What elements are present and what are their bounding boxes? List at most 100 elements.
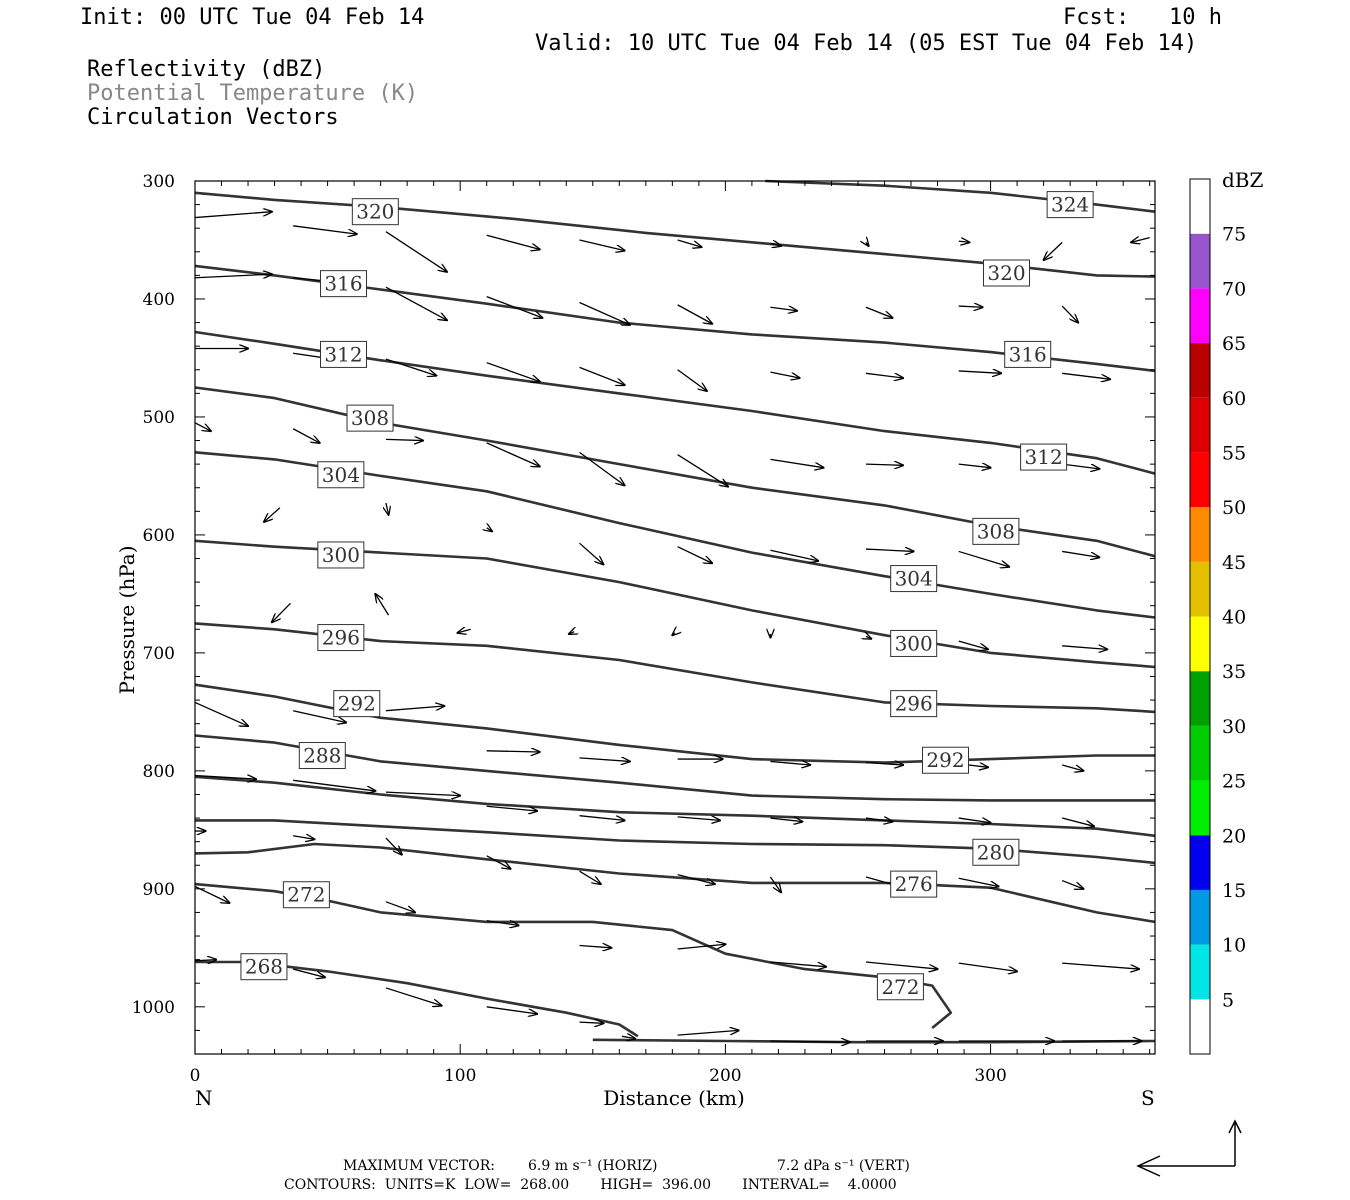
- colorbar-segment: [1190, 889, 1210, 945]
- contour-label: 312: [1025, 445, 1063, 469]
- circulation-vector: [385, 439, 423, 440]
- colorbar-segment: [1190, 397, 1210, 453]
- contour-label-box: [346, 404, 394, 432]
- init-time-label: Init: 00 UTC Tue 04 Feb 14: [80, 5, 425, 30]
- contour-label: 316: [1009, 342, 1047, 366]
- circulation-vector: [621, 1036, 635, 1038]
- circulation-vector: [958, 640, 988, 649]
- contour-label: 288: [303, 744, 341, 768]
- contour-label: 324: [1051, 193, 1089, 217]
- contour-layer: [194, 179, 1156, 1044]
- circulation-vector: [385, 792, 460, 796]
- circulation-vector: [866, 636, 871, 638]
- x-tick-label: 0: [190, 1066, 201, 1086]
- circulation-vector: [292, 710, 346, 723]
- vector-layer: [194, 212, 1150, 1043]
- colorbar-segment: [1190, 561, 1210, 617]
- y-tick-label: 400: [143, 290, 175, 310]
- circulation-vector: [865, 306, 893, 318]
- circulation-vector: [486, 296, 543, 318]
- circulation-vector: [579, 945, 612, 947]
- circulation-vector: [677, 874, 715, 884]
- colorbar-level-label: 70: [1222, 278, 1246, 300]
- colorbar-segment: [1190, 999, 1210, 1054]
- circulation-vector: [385, 231, 447, 272]
- circulation-vector: [677, 454, 728, 487]
- colorbar-level-label: 75: [1222, 224, 1246, 246]
- circulation-vector: [770, 961, 826, 967]
- contour-label-box: [890, 690, 938, 718]
- circulation-vector: [375, 594, 390, 616]
- circulation-vector: [677, 304, 712, 324]
- circulation-vector: [385, 901, 415, 913]
- colorbar-level-label: 55: [1222, 442, 1246, 464]
- circulation-vector: [272, 602, 291, 622]
- colorbar-segment: [1190, 179, 1210, 234]
- contour-label: 308: [977, 519, 1015, 543]
- contour-label-box: [876, 973, 924, 1001]
- colorbar-level-label: 20: [1222, 825, 1246, 847]
- contour-label-box: [351, 198, 399, 226]
- circulation-vector: [958, 877, 999, 886]
- circulation-vector: [292, 428, 320, 443]
- colorbar-segment: [1190, 452, 1210, 508]
- contour-label-box: [320, 340, 368, 368]
- circulation-vector: [487, 528, 492, 532]
- circulation-vector: [677, 944, 726, 950]
- circulation-vector: [770, 458, 823, 467]
- circulation-vector: [569, 632, 574, 634]
- theta-contour-line: [194, 842, 1156, 924]
- y-tick-label: 800: [143, 762, 175, 782]
- contour-label: 272: [287, 883, 325, 907]
- max-vector-horizontal: 6.9 m s⁻¹ (HORIZ): [528, 1158, 658, 1174]
- circulation-vector: [264, 507, 281, 522]
- circulation-vector: [958, 371, 1001, 373]
- colorbar-segment: [1190, 616, 1210, 672]
- reference-vector-icon: [1136, 1119, 1242, 1177]
- contour-label-box: [982, 259, 1030, 287]
- circulation-vector: [769, 876, 781, 892]
- circulation-vector: [579, 239, 625, 251]
- circulation-vector: [770, 307, 797, 311]
- forecast-hour-label: Fcst: 10 h: [1063, 5, 1222, 30]
- y-tick-label: 500: [143, 408, 175, 428]
- contour-label-box: [1004, 340, 1052, 368]
- circulation-vector: [770, 1041, 850, 1042]
- circulation-vector: [1062, 550, 1099, 557]
- circulation-vector: [194, 701, 248, 726]
- circulation-vector: [958, 464, 991, 468]
- x-tick-label: 200: [709, 1066, 741, 1086]
- colorbar-level-label: 25: [1222, 771, 1246, 793]
- circulation-vector: [579, 1022, 604, 1023]
- colorbar-level-label: 50: [1222, 497, 1246, 519]
- colorbar-level-label: 60: [1222, 388, 1246, 410]
- contour-label: 292: [338, 692, 376, 716]
- north-end-label: N: [195, 1086, 213, 1110]
- circulation-vector: [458, 629, 471, 633]
- axes-layer: 0 100 200 300 300 400 500 600 700 800 900 1000: [132, 172, 1155, 1086]
- circulation-vector: [292, 968, 325, 977]
- circulation-vector: [386, 502, 389, 515]
- contour-label-box: [320, 270, 368, 298]
- colorbar-level-label: 15: [1222, 880, 1246, 902]
- colorbar-level-label: 35: [1222, 661, 1246, 683]
- circulation-vector: [677, 546, 712, 564]
- contour-label-layer: 324 320 320 316 316 312 312 308 308 304 304 300 300 2…: [240, 191, 1094, 1001]
- circulation-vector: [194, 274, 272, 278]
- colorbar-level-label: 65: [1222, 333, 1246, 355]
- circulation-vector: [486, 751, 540, 752]
- max-vector-title: MAXIMUM VECTOR:: [343, 1158, 495, 1174]
- circulation-vector: [770, 244, 781, 246]
- theta-contour-line: [194, 683, 1155, 764]
- contour-label-box: [890, 565, 938, 593]
- circulation-vector: [865, 763, 903, 765]
- max-vector-vertical: 7.2 dPa s⁻¹ (VERT): [777, 1158, 910, 1174]
- colorbar-segment: [1190, 725, 1210, 781]
- field-circulation-vectors-label: Circulation Vectors: [87, 105, 339, 130]
- circulation-vector: [1062, 372, 1110, 379]
- circulation-vector: [865, 549, 914, 551]
- contour-label: 316: [324, 272, 362, 296]
- circulation-vector: [486, 362, 540, 382]
- circulation-vector: [1131, 238, 1150, 243]
- circulation-vector: [579, 758, 630, 762]
